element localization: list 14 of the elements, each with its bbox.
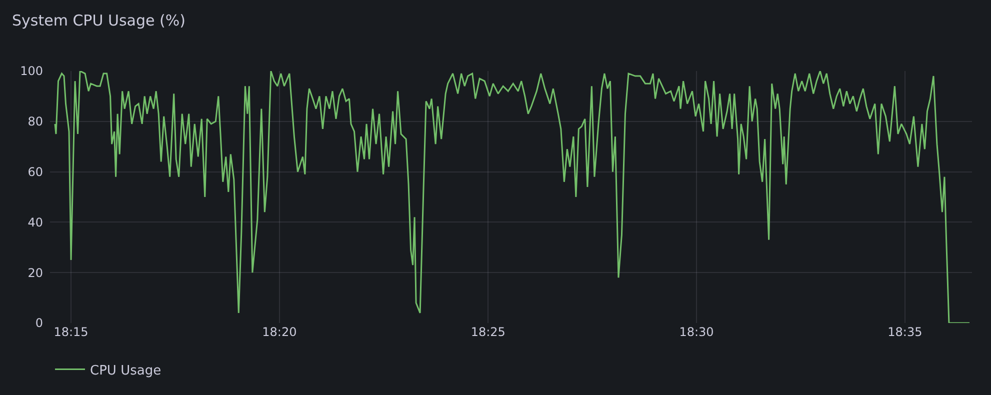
line-series xyxy=(54,71,970,323)
y-tick-label: 40 xyxy=(28,215,43,230)
legend-label: CPU Usage xyxy=(90,363,162,378)
x-tick-label: 18:25 xyxy=(470,325,506,339)
y-tick-label: 80 xyxy=(28,114,43,129)
y-tick-label: 20 xyxy=(28,266,43,280)
x-tick-label: 18:15 xyxy=(54,325,88,339)
y-tick-label: 100 xyxy=(20,64,43,78)
y-tick-label: 0 xyxy=(35,316,43,330)
x-tick-label: 18:35 xyxy=(888,325,922,339)
x-tick-label: 18:20 xyxy=(262,325,297,339)
chart-title: System CPU Usage (%) xyxy=(12,11,186,30)
x-tick-label: 18:30 xyxy=(679,325,714,339)
y-tick-label: 60 xyxy=(28,165,43,179)
